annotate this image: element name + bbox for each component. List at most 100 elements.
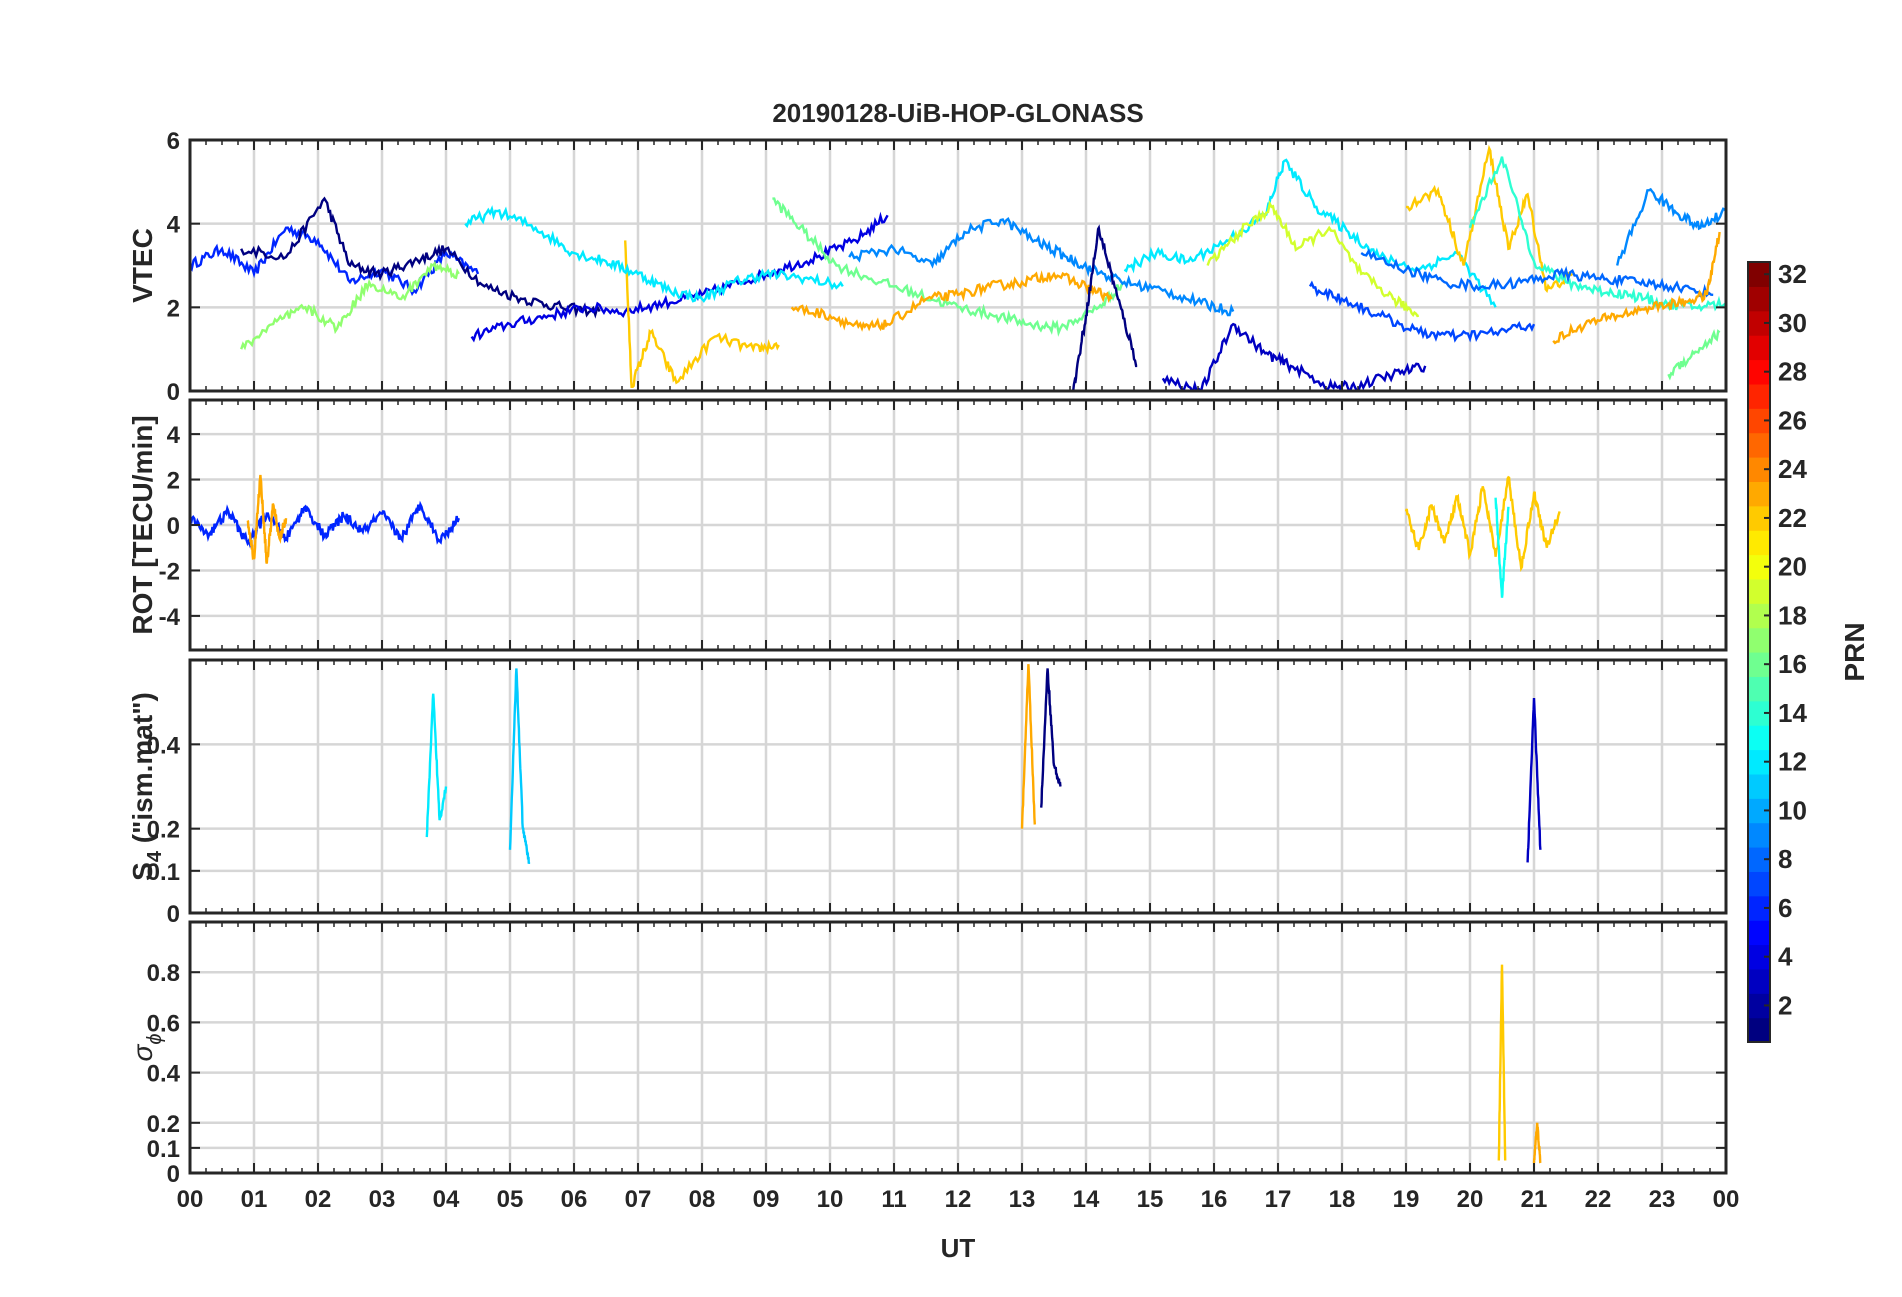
series-vtec-prn-7-14	[1308, 280, 1536, 343]
colorbar-segment	[1748, 457, 1770, 482]
x-tick-label: 13	[1009, 1186, 1036, 1213]
x-tick-label: 00	[177, 1186, 204, 1213]
series-vtec-prn-16-18	[1667, 328, 1721, 381]
series-vtec-prn-16-5	[772, 197, 1125, 337]
series-vtec-prn-23-16	[1552, 231, 1721, 345]
series-group-sigma	[1497, 964, 1542, 1164]
series-rot-prn-23-1	[246, 474, 288, 564]
x-tick-label: 15	[1137, 1186, 1164, 1213]
y-axis-label-sigma: σϕ	[127, 1033, 166, 1061]
series-group-vtec	[190, 144, 1726, 391]
series-sigma-prn-23-1	[1532, 1122, 1542, 1164]
colorbar-tick-label: 8	[1778, 844, 1792, 874]
x-tick-label: 01	[241, 1186, 268, 1213]
colorbar-segment	[1748, 505, 1770, 531]
series-vtec-prn-1-1	[240, 196, 601, 319]
colorbar-segment	[1748, 408, 1770, 434]
x-tick-label: 08	[689, 1186, 716, 1213]
series-vtec-prn-12-10	[1123, 158, 1497, 308]
colorbar-segment	[1748, 968, 1770, 994]
colorbar-tick-label: 28	[1778, 357, 1807, 387]
colorbar-segment	[1748, 262, 1770, 287]
colorbar-segment	[1748, 603, 1770, 629]
x-tick-label: 12	[945, 1186, 972, 1213]
colorbar-segment	[1748, 920, 1770, 946]
chart-title: 20190128-UiB-HOP-GLONASS	[772, 98, 1143, 128]
colorbar-tick-label: 10	[1778, 795, 1807, 825]
y-tick-label-rot: 0	[167, 513, 180, 540]
colorbar-tick-label: 20	[1778, 552, 1807, 582]
x-tick-label: 07	[625, 1186, 652, 1213]
colorbar-segment	[1748, 530, 1770, 556]
series-s4-prn-12-0	[425, 693, 448, 838]
x-tick-label: 11	[881, 1186, 906, 1213]
colorbar-segment	[1748, 725, 1770, 751]
colorbar-segment	[1748, 798, 1770, 824]
x-tick-label: 05	[497, 1186, 524, 1213]
y-axis-label-sub: ϕ	[144, 1033, 166, 1044]
x-tick-label: 18	[1329, 1186, 1356, 1213]
y-tick-label-vtec: 4	[167, 212, 181, 239]
x-tick-label: 04	[433, 1186, 460, 1213]
colorbar-segment	[1748, 700, 1770, 726]
series-s4-prn-1-3	[1040, 668, 1062, 808]
colorbar-segment	[1748, 822, 1770, 848]
y-tick-label-sigma: 0.2	[147, 1111, 180, 1138]
series-vtec-prn-22-3	[624, 240, 780, 388]
x-tick-label: 03	[369, 1186, 396, 1213]
colorbar-segment	[1748, 1017, 1770, 1043]
colorbar-tick-label: 22	[1778, 503, 1807, 533]
y-axis-label-main: S	[127, 862, 158, 881]
x-tick-label: 02	[305, 1186, 332, 1213]
series-vtec-prn-12-4	[464, 205, 844, 303]
x-tick-label: 22	[1585, 1186, 1612, 1213]
x-tick-label: 20	[1457, 1186, 1484, 1213]
colorbar-tick-label: 30	[1778, 308, 1807, 338]
colorbar-tick-label: 4	[1778, 942, 1793, 972]
series-group-rot	[190, 474, 1561, 598]
y-axis-label-main: ROT [TECU/min]	[127, 415, 158, 634]
y-tick-label-s4: 0.4	[147, 732, 181, 759]
series-vtec-prn-19-11	[1206, 200, 1419, 318]
x-tick-label: 23	[1649, 1186, 1676, 1213]
colorbar-segment	[1748, 554, 1770, 580]
colorbar-segment	[1748, 773, 1770, 799]
colorbar-tick-label: 16	[1778, 649, 1807, 679]
x-tick-label: 10	[817, 1186, 844, 1213]
colorbar-segment	[1748, 944, 1770, 970]
y-tick-label-rot: -4	[159, 604, 181, 631]
series-vtec-prn-8-15	[1360, 248, 1714, 300]
colorbar-segment	[1748, 383, 1770, 409]
series-vtec-prn-9-7	[848, 217, 1235, 317]
x-tick-label: 00	[1713, 1186, 1740, 1213]
grid-rot	[190, 400, 1726, 650]
colorbar-segment	[1748, 993, 1770, 1019]
series-sigma-prn-22-0	[1497, 964, 1507, 1161]
series-s4-prn-3-4	[1526, 697, 1542, 863]
colorbar-tick-label: 32	[1778, 259, 1807, 289]
y-tick-label-rot: -2	[159, 558, 180, 585]
y-axis-label-rest: ("ism.mat")	[127, 692, 158, 851]
panel-rot: -4 -2 0 2 4 ROT [TECU/min]	[127, 398, 1728, 652]
y-tick-label-rot: 2	[167, 468, 180, 495]
y-tick-label-rot: 4	[167, 422, 181, 449]
x-tick-label: 06	[561, 1186, 588, 1213]
colorbar-label: PRN	[1839, 622, 1870, 681]
series-vtec-prn-3-9	[1161, 322, 1427, 391]
colorbar-segment	[1748, 481, 1770, 507]
series-rot-prn-22-2	[1404, 475, 1561, 572]
series-rot-prn-6-0	[190, 500, 460, 549]
panel-sigma: 00.10.2 0.4 0.6 0.8 σϕ 00 01 02 03 04 05 06 07 08 09 10…	[127, 920, 1740, 1213]
colorbar-segment	[1748, 286, 1770, 312]
y-axis-label-s4: S4 ("ism.mat")	[127, 692, 166, 881]
colorbar-segment	[1748, 676, 1770, 702]
colorbar-tick-label: 26	[1778, 405, 1807, 435]
colorbar-tick-label: 14	[1778, 698, 1807, 728]
grid-s4	[190, 660, 1726, 913]
colorbar-tick-label: 2	[1778, 990, 1792, 1020]
colorbar-segment	[1748, 895, 1770, 921]
y-tick-label-s4: 0	[167, 901, 180, 928]
